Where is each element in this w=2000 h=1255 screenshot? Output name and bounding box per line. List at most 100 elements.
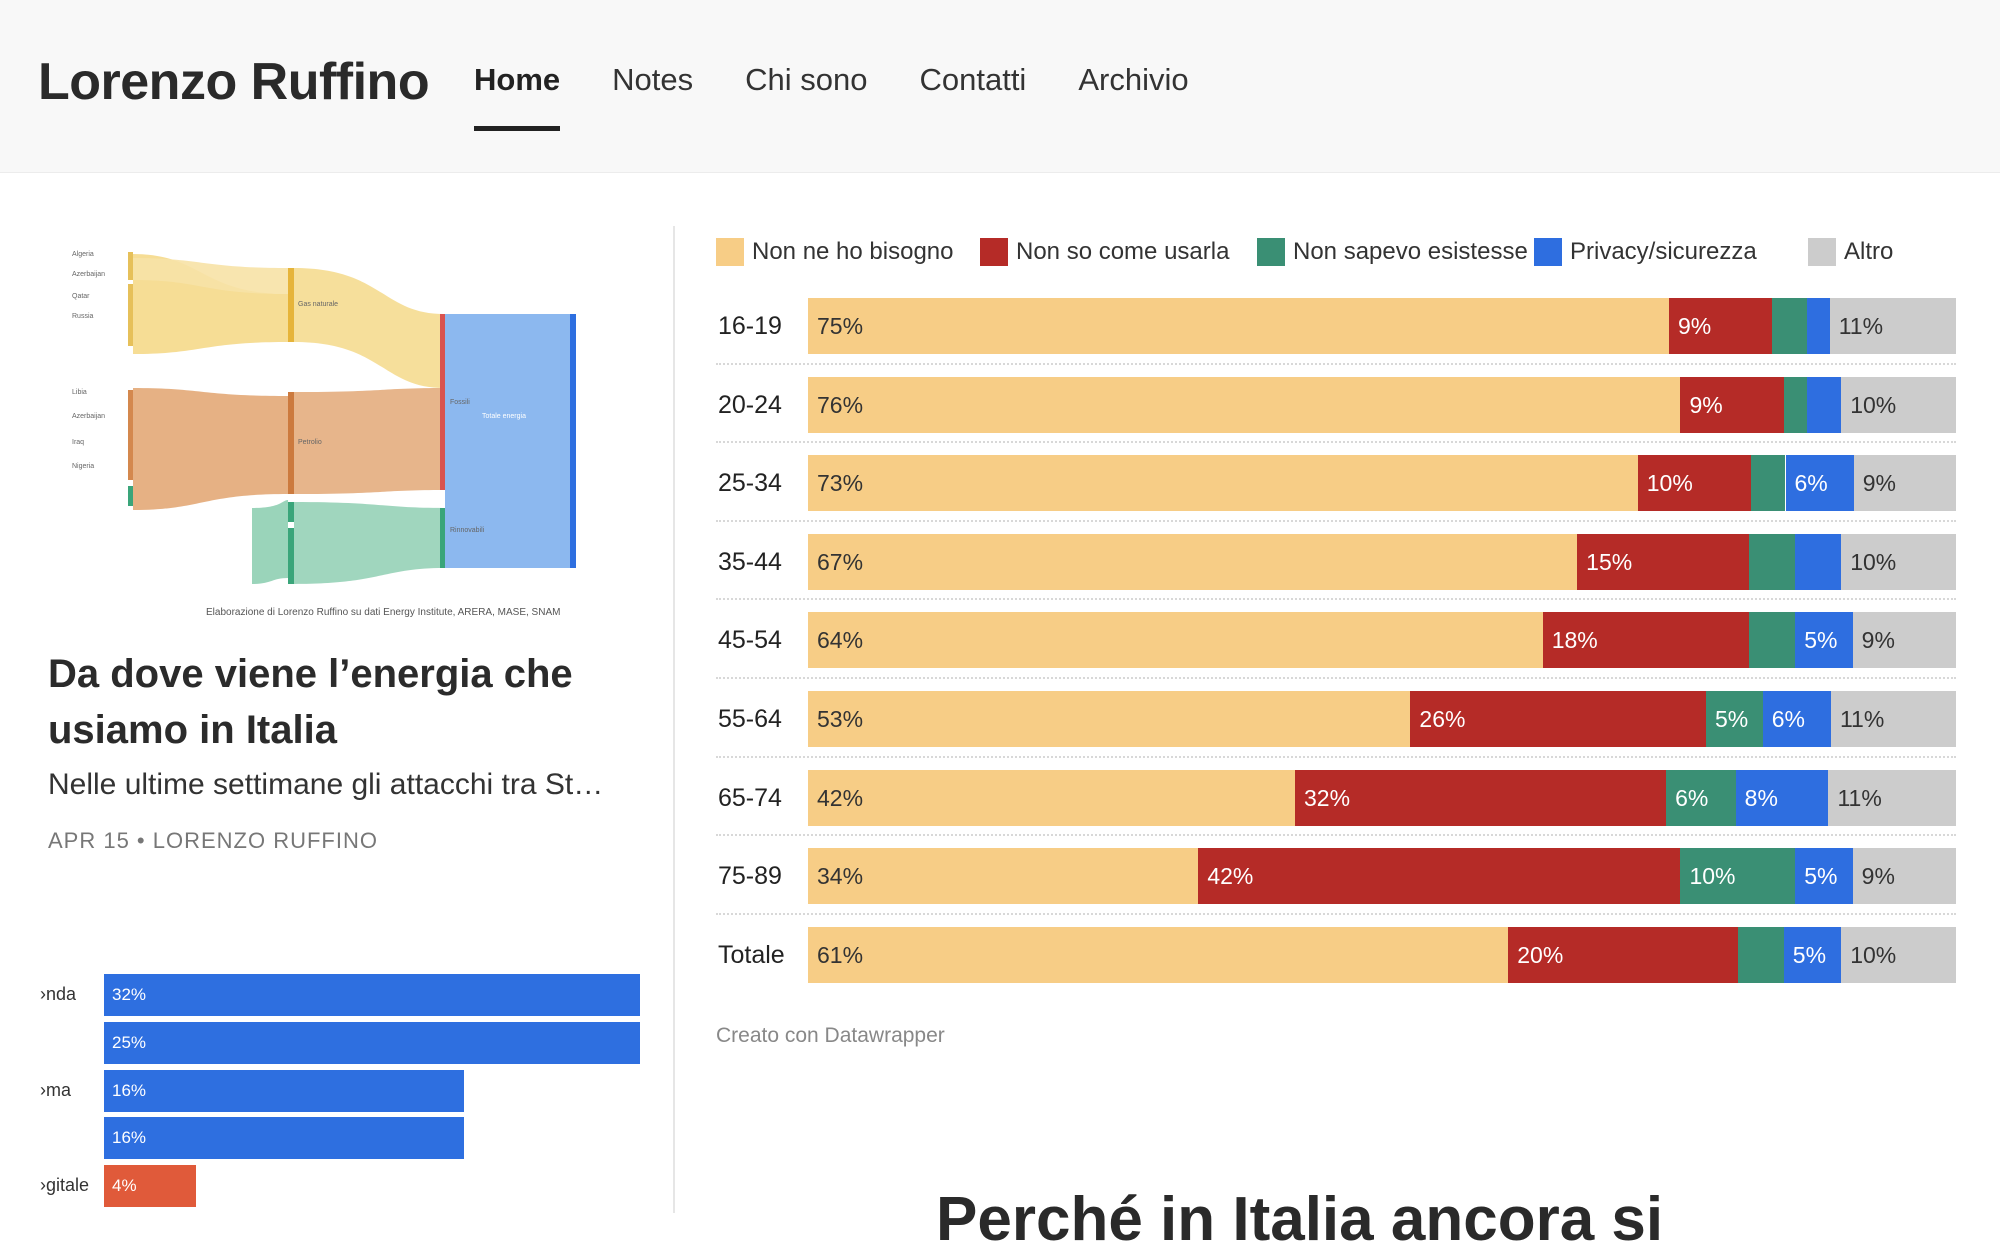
bar-segment[interactable]	[808, 376, 1681, 433]
chart-credit[interactable]: Creato con Datawrapper	[716, 1024, 945, 1047]
bar-segment[interactable]	[1749, 533, 1796, 590]
bar-value-label: 42%	[817, 784, 864, 811]
site-brand[interactable]: Lorenzo Ruffino	[38, 53, 430, 111]
bar-segment[interactable]	[1806, 376, 1842, 433]
nav-chi-sono[interactable]: Chi sono	[745, 62, 868, 97]
svg-text:Gas naturale: Gas naturale	[298, 301, 338, 308]
nav-contatti[interactable]: Contatti	[919, 62, 1027, 97]
category-label: 55-64	[718, 705, 782, 733]
bar-value-label: 10%	[1646, 470, 1693, 497]
bar-segment[interactable]	[1795, 612, 1853, 669]
bar-value-label: 10%	[1850, 941, 1897, 968]
bar-segment[interactable]	[1542, 612, 1750, 669]
row-separator	[716, 598, 1956, 601]
mini-bar-value: 16%	[112, 1080, 147, 1100]
nav-archivio[interactable]: Archivio	[1078, 62, 1189, 97]
bar-value-label: 11%	[1838, 313, 1884, 339]
bar-segment[interactable]	[808, 533, 1578, 590]
legend-label: Non sapevo esistesse	[1293, 238, 1528, 265]
bar-segment[interactable]	[1853, 455, 1956, 512]
bar-segment[interactable]	[1680, 376, 1784, 433]
nav-home[interactable]: Home	[474, 62, 561, 132]
bar-segment[interactable]	[1783, 926, 1842, 983]
mini-bar-chart[interactable]: ›nda 32% 25% ›ma 16% 16% ›gitale 4%	[40, 974, 660, 1213]
sankey-thumbnail[interactable]: Algeria Azerbaijan Qatar Russia Libia Az…	[52, 218, 632, 628]
bar-value-label: 11%	[1837, 784, 1882, 811]
nav-notes[interactable]: Notes	[612, 62, 694, 97]
bar-value-label: 11%	[1839, 706, 1885, 732]
bar-segment[interactable]	[808, 298, 1669, 354]
bar-segment[interactable]	[1852, 848, 1956, 905]
bar-segment[interactable]	[1666, 769, 1736, 826]
sankey-caption: Elaborazione di Lorenzo Ruffino su dati …	[206, 607, 560, 618]
legend-label: Non ne ho bisogno	[752, 238, 954, 265]
svg-text:Russia: Russia	[72, 313, 94, 320]
bar-segment[interactable]	[1680, 848, 1796, 905]
bar-segment[interactable]	[1795, 533, 1842, 590]
svg-text:Totale energia: Totale energia	[482, 413, 526, 420]
mini-bar-label: ›nda	[40, 984, 77, 1004]
category-label: 16-19	[718, 312, 782, 340]
bar-segment[interactable]	[808, 769, 1296, 826]
bar-value-label: 9%	[1678, 313, 1712, 339]
bar-segment[interactable]	[1828, 769, 1956, 826]
bar-segment[interactable]	[1198, 848, 1681, 905]
bar-value-label: 9%	[1862, 470, 1896, 497]
legend-item: Non sapevo esistesse	[1257, 238, 1528, 266]
post-title[interactable]: Da dove viene l’energia che usiamo in It…	[48, 652, 573, 752]
row-separator	[716, 834, 1956, 837]
bar-segment[interactable]	[1410, 691, 1706, 747]
bar-segment[interactable]	[808, 612, 1543, 669]
category-label: 75-89	[718, 862, 782, 891]
post-subtitle[interactable]: Nelle ultime settimane gli attacchi tra …	[48, 768, 604, 801]
bar-segment[interactable]	[1841, 533, 1956, 590]
bar-value-label: 5%	[1714, 706, 1749, 732]
bar-value-label: 5%	[1792, 941, 1827, 968]
bar-segment[interactable]	[1705, 691, 1763, 747]
svg-text:Fossili: Fossili	[450, 399, 470, 406]
bar-value-label: 6%	[1771, 706, 1806, 732]
bar-segment[interactable]	[1830, 691, 1956, 747]
bar-segment[interactable]	[1749, 612, 1796, 669]
bar-segment[interactable]	[1637, 455, 1752, 512]
bar-segment[interactable]	[1795, 848, 1853, 905]
bar-segment[interactable]	[1737, 926, 1784, 983]
bar-segment[interactable]	[1751, 455, 1786, 512]
mini-bar-row: 25%	[40, 1021, 660, 1064]
bar-segment[interactable]	[808, 926, 1509, 983]
svg-text:Algeria: Algeria	[72, 251, 94, 258]
bar-value-label: 6%	[1794, 470, 1828, 497]
svg-text:Rinnovabili: Rinnovabili	[450, 527, 485, 534]
bar-segment[interactable]	[1806, 298, 1830, 354]
bar-segment[interactable]	[1508, 926, 1738, 983]
category-label: 65-74	[718, 783, 782, 812]
bar-segment[interactable]	[1785, 455, 1854, 512]
column-divider	[673, 226, 675, 1213]
svg-text:Libia: Libia	[72, 389, 87, 396]
bar-value-label: 61%	[817, 941, 864, 968]
mini-bar: 16%	[104, 1069, 465, 1112]
bar-segment[interactable]	[1852, 612, 1956, 669]
bar-segment[interactable]	[1735, 769, 1829, 826]
bar-segment[interactable]	[1783, 376, 1807, 433]
bar-segment[interactable]	[1772, 298, 1807, 354]
bar-value-label: 32%	[1304, 784, 1351, 811]
next-post-title[interactable]: Perché in Italia ancora si	[936, 1185, 1664, 1254]
bar-segment[interactable]	[1841, 926, 1956, 983]
sankey-sources	[128, 252, 133, 506]
bar-segment[interactable]	[1295, 769, 1667, 826]
bar-segment[interactable]	[808, 691, 1411, 747]
bar-segment[interactable]	[1577, 533, 1750, 590]
bar-segment[interactable]	[1669, 298, 1773, 354]
bar-segment[interactable]	[1841, 376, 1956, 433]
mini-bar: 4%	[104, 1165, 197, 1208]
mini-bar: 16%	[104, 1117, 465, 1160]
bar-value-label: 9%	[1861, 627, 1895, 654]
svg-text:Iraq: Iraq	[72, 439, 84, 446]
bar-segment[interactable]	[1762, 691, 1831, 747]
bar-segment[interactable]	[1829, 298, 1956, 354]
mini-bar-row: ›ma 16%	[40, 1069, 660, 1112]
bar-segment[interactable]	[808, 455, 1638, 512]
bar-value-label: 15%	[1586, 548, 1633, 575]
bar-segment[interactable]	[808, 848, 1199, 905]
